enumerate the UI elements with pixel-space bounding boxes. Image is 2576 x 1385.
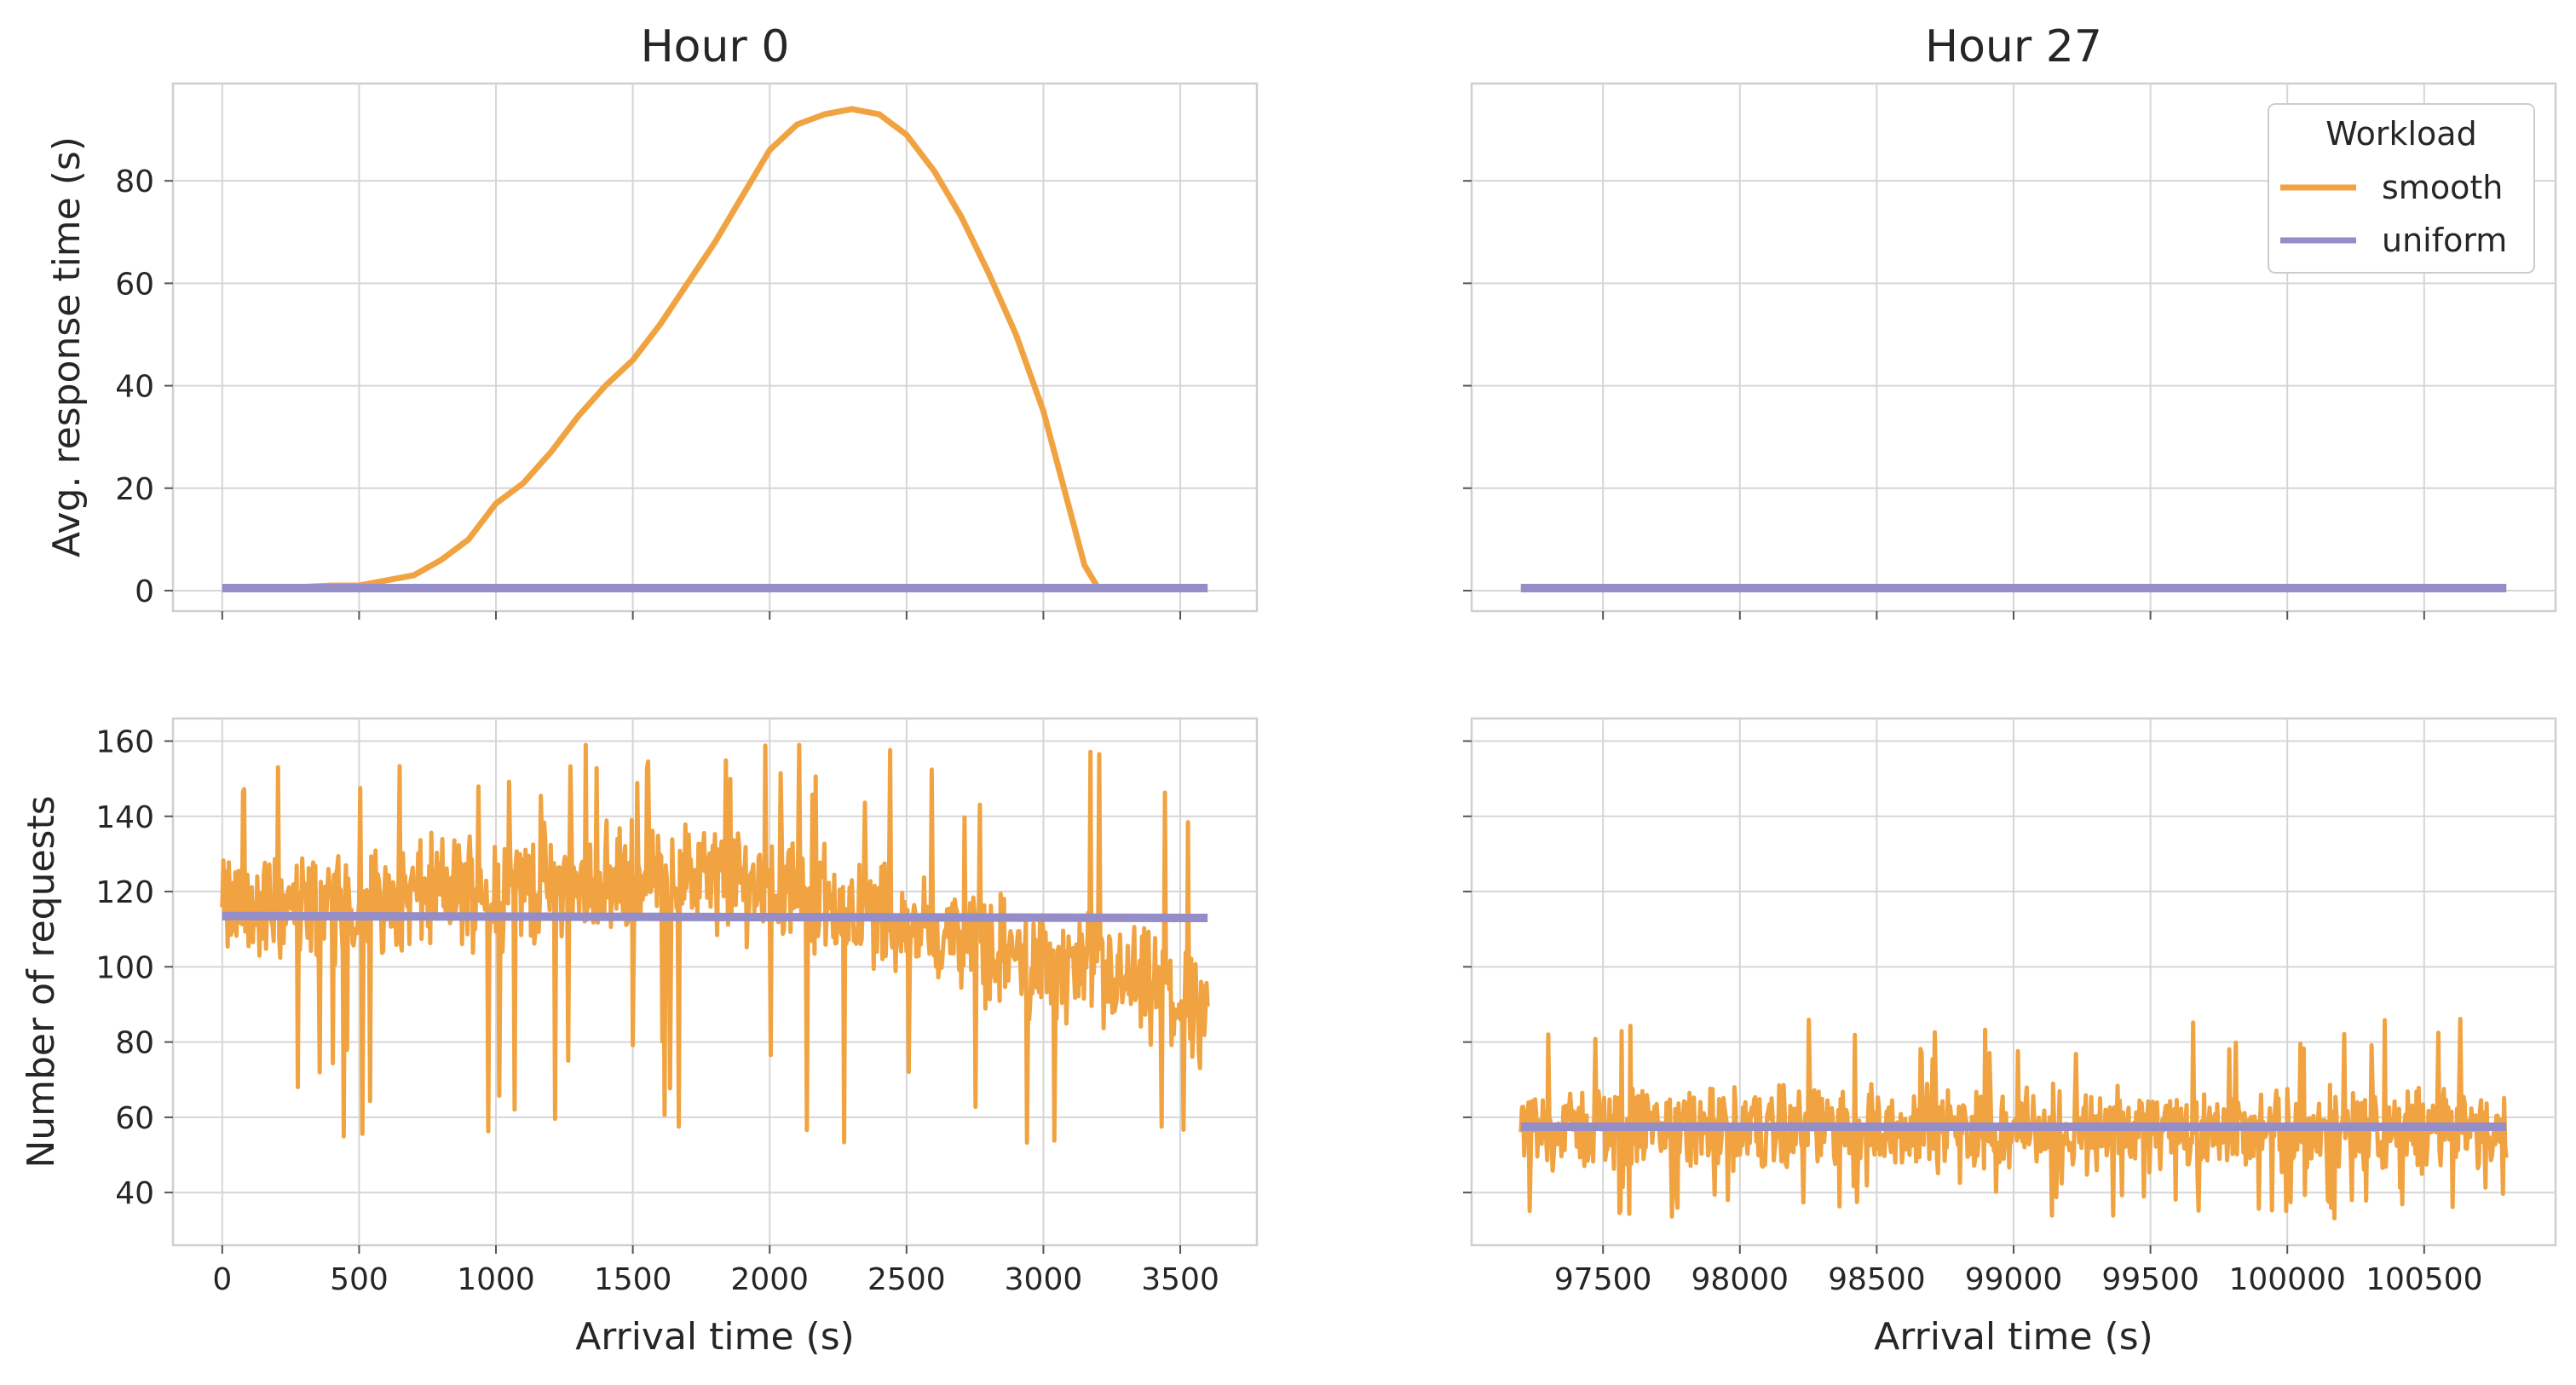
x-tick-label: 99500: [2101, 1262, 2199, 1297]
series-uniform-line: [222, 911, 1208, 922]
legend-title: Workload: [2325, 115, 2476, 153]
panel-hour27-response: Hour 27 Workload smooth uniform: [1463, 21, 2557, 620]
legend-box: [2268, 103, 2535, 274]
tick-labels: 0 500 1000 1500 2000 2500 3000 3500 40 60 80 100 120…: [95, 724, 1219, 1297]
y-tick-label: 20: [115, 472, 154, 507]
x-tick-label: 98500: [1828, 1262, 1926, 1297]
y-tick-label: 60: [115, 1101, 154, 1136]
x-tick-label: 3000: [1005, 1262, 1083, 1297]
axes-frame: [171, 717, 1259, 1247]
x-tick-label: 100000: [2228, 1262, 2345, 1297]
y-tick-label: 80: [115, 1026, 154, 1061]
x-tick-label: 2000: [730, 1262, 809, 1297]
x-tick-label: 97500: [1554, 1262, 1652, 1297]
series-lines: [1519, 1017, 2509, 1221]
tick-labels: [1463, 180, 2425, 620]
x-tick-label: 2500: [867, 1262, 946, 1297]
tick-labels: 97500 98000 98500 99000 99500 100000 100500: [1463, 740, 2483, 1297]
y-axis-label: Number of requests: [20, 795, 63, 1168]
x-tick-label: 99000: [1965, 1262, 2063, 1297]
legend-label-smooth: smooth: [2382, 169, 2503, 206]
legend: Workload smooth uniform: [2268, 103, 2535, 274]
panel-hour0-response: 0 20 40 60 80 Hour 0 Avg. response time (s): [45, 21, 1259, 620]
x-tick-label: 1500: [594, 1262, 672, 1297]
x-tick-label: 100500: [2366, 1262, 2482, 1297]
x-tick-label: 98000: [1691, 1262, 1789, 1297]
y-tick-label: 120: [95, 875, 154, 910]
y-tick-label: 40: [115, 1176, 154, 1211]
tick-labels: 0 20 40 60 80: [115, 164, 1182, 620]
panel-hour27-requests: 97500 98000 98500 99000 99500 100000 100500 Ar…: [1463, 717, 2557, 1359]
x-tick-label: 0: [212, 1262, 232, 1297]
panel-hour0-requests: 0 500 1000 1500 2000 2500 3000 3500 40 60 80 100 120…: [20, 717, 1259, 1359]
y-tick-label: 80: [115, 164, 154, 199]
series-smooth-line: [222, 106, 1208, 592]
x-tick-label: 3500: [1141, 1262, 1219, 1297]
x-tick-label: 1000: [457, 1262, 535, 1297]
y-tick-label: 0: [135, 574, 154, 609]
x-axis-label: Arrival time (s): [575, 1315, 855, 1359]
series-lines: [220, 742, 1210, 1146]
y-tick-label: 140: [95, 800, 154, 835]
legend-label-uniform: uniform: [2382, 222, 2507, 259]
panel-title: Hour 27: [1925, 21, 2102, 72]
y-tick-label: 60: [115, 267, 154, 302]
y-tick-label: 40: [115, 370, 154, 405]
axes-frame: [171, 82, 1259, 613]
y-tick-label: 160: [95, 724, 154, 759]
panel-title: Hour 0: [641, 21, 790, 72]
y-tick-label: 100: [95, 950, 154, 985]
series-lines: [222, 106, 1208, 592]
y-axis-label: Avg. response time (s): [45, 136, 89, 557]
x-tick-label: 500: [330, 1262, 389, 1297]
x-axis-label: Arrival time (s): [1874, 1315, 2153, 1359]
